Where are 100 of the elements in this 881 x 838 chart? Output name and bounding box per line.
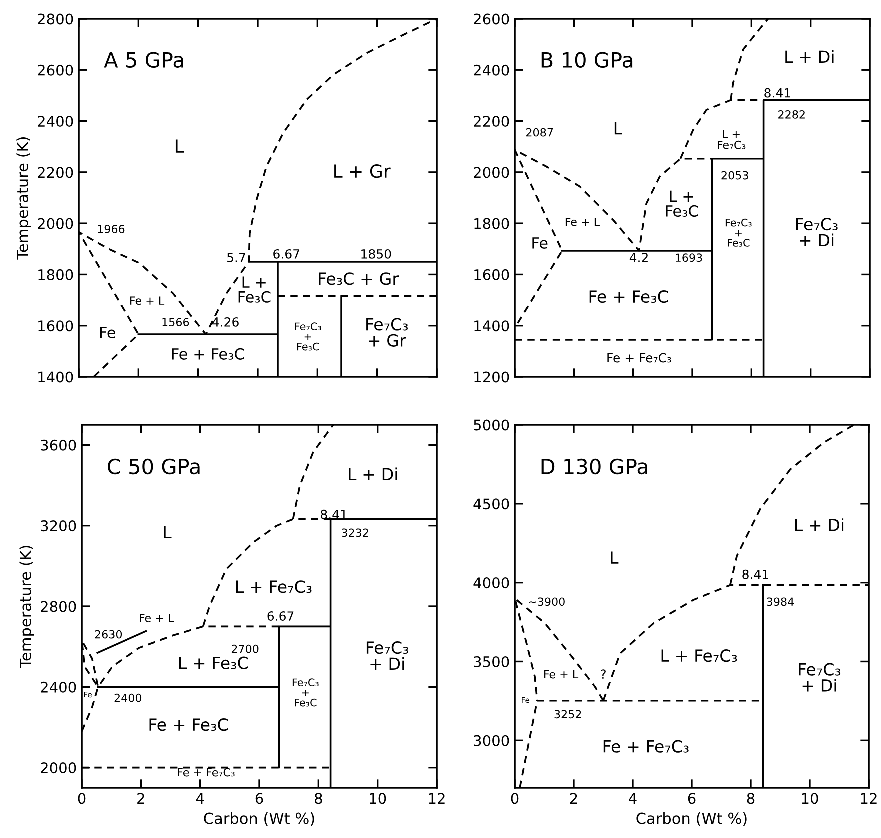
y-tick-label: 3200 (41, 520, 76, 532)
annotation: Fe + Fe₇C₃ (608, 353, 672, 363)
y-tick-label: 1600 (474, 269, 510, 280)
annotation: 8.41 (742, 570, 768, 580)
annotation: 2400 (114, 694, 142, 702)
y-tick-label: 2600 (38, 64, 74, 76)
x-tick-label: 12 (429, 793, 445, 804)
annotation: 1966 (98, 225, 125, 234)
annotation: 5.7 (228, 253, 246, 262)
x-tick-label: 8 (747, 793, 755, 804)
annotation: Fe₇C₃ + Fe₃C (292, 678, 319, 707)
annotation: 2087 (526, 128, 554, 137)
annotation: ? (601, 670, 606, 679)
annotation: Fe₇C₃ + Fe₃C (726, 218, 752, 247)
x-tick-label: 2 (138, 793, 144, 804)
annotation: 2282 (778, 110, 805, 119)
annotation: 3252 (554, 710, 582, 719)
y-tick-label: 1400 (38, 372, 74, 383)
annotation: 2630 (95, 630, 122, 639)
y-axis-title: Temperature (K) (20, 546, 34, 668)
y-tick-label: 2800 (41, 601, 76, 612)
y-tick-label: 2200 (474, 116, 510, 128)
y-tick-label: 2600 (474, 14, 510, 25)
x-tick-label: 12 (861, 793, 877, 804)
annotation: Fe + L (544, 670, 579, 679)
y-tick-label: 2200 (38, 167, 74, 178)
annotation: L + Fe₃C (238, 276, 271, 303)
y-tick-label: 2400 (38, 116, 74, 128)
y-tick-label: 2000 (474, 167, 510, 178)
annotation: L + Fe₃C (666, 190, 698, 217)
annotation: L + Di (349, 468, 398, 480)
annotation: L + Di (795, 518, 844, 532)
text: C 50 GPa (108, 458, 200, 475)
x-tick-label: 10 (802, 793, 818, 804)
annotation: Fe + L (130, 296, 165, 306)
annotation: Fe₇C₃ + Di (799, 663, 841, 692)
y-tick-label: 2400 (474, 64, 510, 76)
x-tick-label: 4 (196, 793, 204, 804)
annotation: 2053 (722, 171, 748, 180)
y-axis-title: Temperature (K) (16, 138, 32, 260)
annotation: Fe + Fe₃C (590, 290, 668, 304)
y-tick-label: 5000 (474, 420, 510, 431)
x-tick-label: 8 (315, 793, 322, 804)
y-tick-label: 2000 (41, 762, 76, 774)
text: D 130 GPa (542, 458, 648, 475)
annotation: L + Fe₃C (179, 656, 248, 670)
annotation: Fe₇C₃ + Di (366, 641, 408, 670)
annotation: Fe₇C₃ + Fe₃C (295, 322, 322, 351)
y-tick-label: 1400 (474, 320, 510, 332)
annotation: L (164, 526, 172, 538)
annotation: L (176, 140, 184, 153)
annotation: 1566 (162, 318, 190, 327)
annotation: ~3900 (529, 598, 565, 606)
annotation: L + Fe₇C₃ (236, 580, 312, 594)
annotation: Fe + Fe₇C₃ (178, 768, 235, 777)
y-tick-label: 3600 (41, 440, 76, 451)
x-tick-label: 6 (688, 793, 696, 804)
annotation: 4.2 (630, 253, 648, 262)
annotation: 6.67 (274, 249, 300, 259)
text: B 10 GPa (542, 52, 633, 68)
annotation: 3984 (767, 598, 794, 606)
x-tick-label: 0 (511, 793, 519, 804)
y-tick-label: 4000 (474, 578, 510, 589)
annotation: Fe₃C + Gr (319, 272, 400, 286)
x-tick-label: 6 (256, 793, 264, 804)
y-tick-label: 2400 (41, 682, 76, 693)
annotation: Fe (100, 327, 116, 338)
annotation: Fe (532, 238, 548, 249)
x-tick-label: 0 (78, 793, 86, 804)
annotation: L (614, 122, 622, 135)
x-axis-title: Carbon (Wt %) (204, 812, 314, 826)
x-tick-label: 2 (570, 793, 578, 804)
y-tick-label: 1800 (38, 269, 74, 280)
annotation: 2700 (232, 644, 259, 654)
text: A 5 GPa (104, 52, 184, 68)
y-tick-label: 3000 (474, 735, 510, 746)
y-tick-label: 1800 (474, 218, 510, 230)
annotation: Fe + L (566, 218, 600, 226)
annotation: Fe + L (140, 614, 174, 622)
x-tick-label: 10 (370, 793, 386, 804)
annotation: Fe + Fe₇C₃ (604, 740, 689, 753)
annotation: L (611, 552, 619, 564)
annotation: L + Fe₇C₃ (662, 650, 738, 662)
annotation: 4.26 (212, 317, 239, 327)
annotation: 3232 (342, 528, 368, 538)
y-tick-label: 2800 (38, 14, 74, 25)
y-tick-label: 1200 (474, 372, 510, 383)
y-tick-label: 3500 (474, 656, 510, 668)
annotation: L + Di (786, 50, 834, 63)
y-tick-label: 1600 (38, 320, 74, 332)
annotation: Fe₇C₃ + Di (796, 218, 838, 246)
y-tick-label: 4500 (474, 498, 510, 510)
annotation: Fe₇C₃ + Gr (366, 318, 408, 347)
y-tick-label: 2000 (38, 218, 74, 230)
annotation: Fe + Fe₃C (172, 348, 244, 360)
annotation: 1693 (676, 254, 702, 262)
x-axis-title: Carbon (Wt %) (636, 812, 747, 826)
x-tick-label: 4 (629, 793, 637, 804)
annotation: L + Fe₇C₃ (718, 130, 746, 150)
annotation: L + Gr (334, 164, 391, 178)
